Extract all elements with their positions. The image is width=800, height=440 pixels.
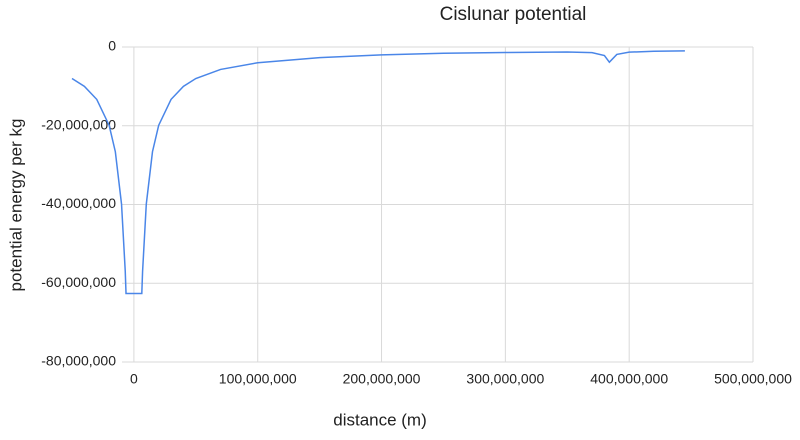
chart-title: Cislunar potential	[440, 4, 587, 25]
x-axis-title: distance (m)	[333, 410, 427, 429]
x-tick-label: 500,000,000	[714, 371, 792, 387]
data-line	[71, 50, 685, 295]
x-tick-label: 400,000,000	[590, 371, 668, 387]
x-tick-label: 100,000,000	[219, 371, 297, 387]
y-tick-label: -80,000,000	[41, 353, 116, 369]
x-tick-label: 200,000,000	[343, 371, 421, 387]
y-axis-title: potential energy per kg	[6, 119, 25, 292]
y-tick-label: -40,000,000	[41, 195, 116, 211]
x-tick-label: 0	[130, 371, 138, 387]
y-tick-label: -60,000,000	[41, 274, 116, 290]
x-tick-label: 300,000,000	[466, 371, 544, 387]
y-tick-label: -20,000,000	[41, 116, 116, 132]
y-tick-label: 0	[108, 38, 116, 54]
